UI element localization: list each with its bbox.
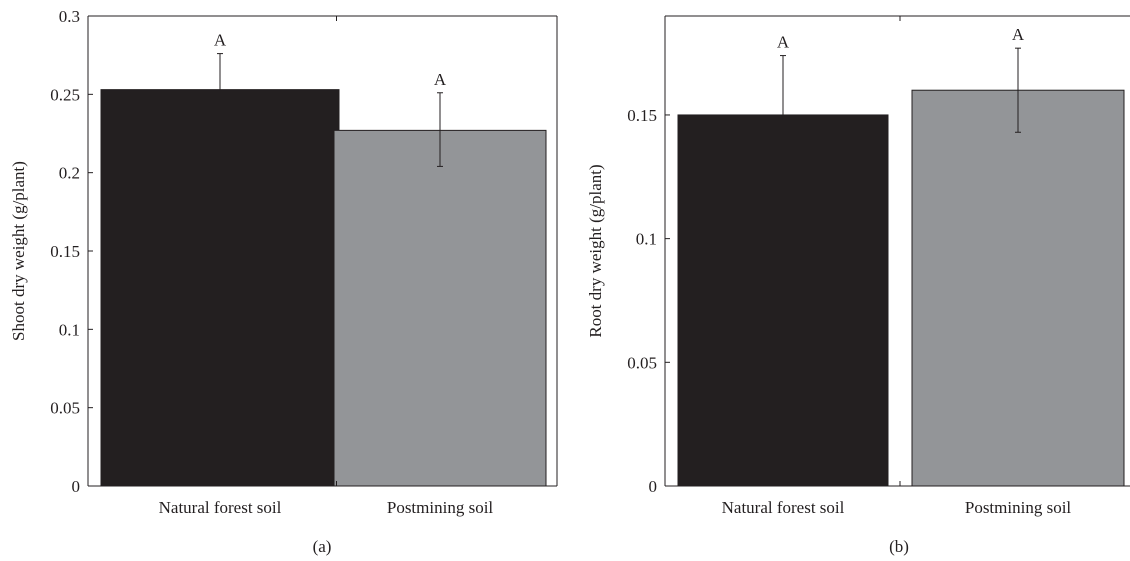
x-category-label: Postmining soil — [387, 498, 494, 517]
y-tick-label: 0 — [649, 477, 658, 496]
panel-a: A A 0 0.05 0.1 0.15 0.2 0.25 0.3 Natural forest s… — [9, 7, 558, 556]
y-tick-label: 0.3 — [59, 7, 80, 26]
x-category-label: Postmining soil — [965, 498, 1072, 517]
y-axis-title: Shoot dry weight (g/plant) — [9, 161, 28, 341]
bar — [100, 89, 340, 487]
significance-letter: A — [1012, 25, 1025, 44]
y-tick-label: 0.2 — [59, 164, 80, 183]
y-tick-label: 0.05 — [50, 399, 80, 418]
y-tick-label: 0.15 — [50, 242, 80, 261]
significance-letter: A — [777, 33, 790, 52]
y-tick-label: 0.1 — [636, 230, 657, 249]
bar — [333, 129, 547, 487]
x-category-label: Natural forest soil — [159, 498, 282, 517]
y-tick-label: 0.15 — [627, 106, 657, 125]
panel-label: (b) — [889, 537, 909, 556]
bar — [911, 89, 1125, 487]
significance-letter: A — [214, 31, 227, 50]
significance-letter: A — [434, 70, 447, 89]
y-axis-title: Root dry weight (g/plant) — [586, 164, 605, 337]
panel-b: A A 0 0.05 0.1 0.15 Natural forest soil Postmin… — [586, 15, 1130, 556]
bar — [677, 114, 889, 487]
y-tick-label: 0.1 — [59, 320, 80, 339]
y-tick-label: 0.25 — [50, 85, 80, 104]
y-tick-label: 0.05 — [627, 353, 657, 372]
panel-label: (a) — [313, 537, 332, 556]
y-tick-label: 0 — [72, 477, 81, 496]
x-category-label: Natural forest soil — [722, 498, 845, 517]
